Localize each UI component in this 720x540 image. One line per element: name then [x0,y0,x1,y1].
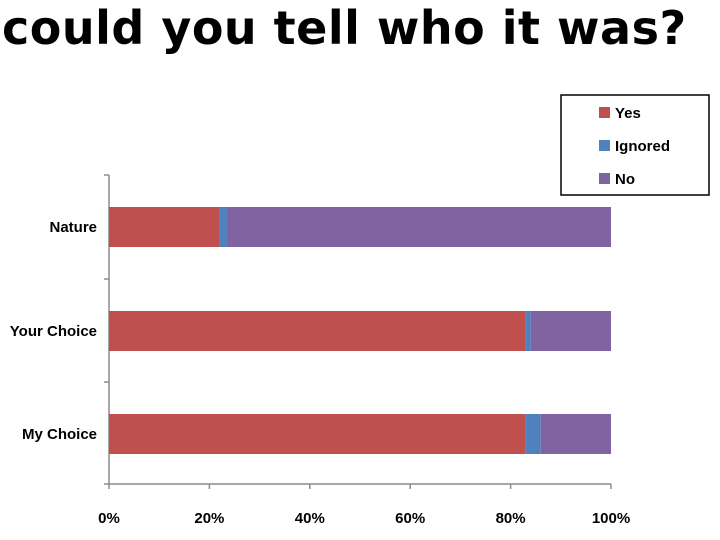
x-tick-labels: 0% 20% 40% 60% 80% 100% [98,510,630,527]
category-label: Your Choice [10,323,97,340]
bar-no-your-choice [530,311,611,351]
page-title: could you tell who it was? [2,1,687,55]
x-tick-label: 100% [592,510,630,527]
category-label: Nature [49,219,97,236]
legend-label-no: No [615,171,635,188]
legend: Yes Ignored No [560,94,710,196]
x-tick-label: 60% [395,510,425,527]
bar-ignored-nature [219,207,227,247]
legend-swatch-no [599,173,610,184]
bar-ignored-your-choice [525,311,531,351]
legend-label-ignored: Ignored [615,138,670,155]
category-labels: Nature Your Choice My Choice [10,219,97,443]
bar-no-my-choice [540,414,611,454]
legend-box [560,94,710,196]
legend-swatch-yes [599,107,610,118]
bar-ignored-my-choice [525,414,541,454]
x-tick-label: 0% [98,510,120,527]
x-tick-label: 20% [194,510,224,527]
category-label: My Choice [22,426,97,443]
legend-swatch-ignored [599,140,610,151]
x-tick-label: 80% [496,510,526,527]
legend-label-yes: Yes [615,105,641,122]
bar-no-nature [226,207,611,247]
chart-bars [109,207,611,454]
bar-yes-my-choice [109,414,526,454]
bar-yes-your-choice [109,311,526,351]
x-tick-label: 40% [295,510,325,527]
bar-yes-nature [109,207,220,247]
